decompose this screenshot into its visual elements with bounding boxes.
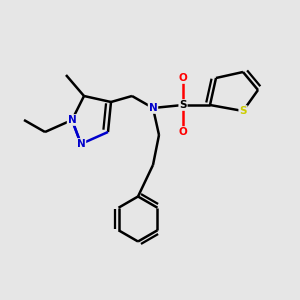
Text: O: O	[178, 73, 188, 83]
Text: N: N	[76, 139, 85, 149]
Text: O: O	[178, 127, 188, 137]
Text: S: S	[239, 106, 247, 116]
Text: N: N	[148, 103, 158, 113]
Text: S: S	[179, 100, 187, 110]
Text: N: N	[68, 115, 76, 125]
